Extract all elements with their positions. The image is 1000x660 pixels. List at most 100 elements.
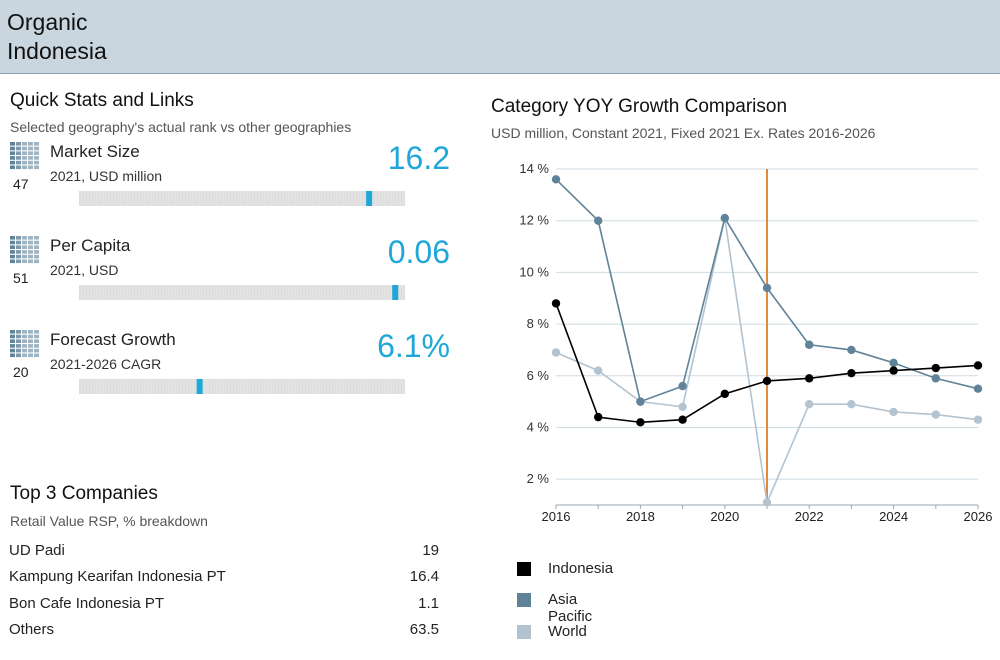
- stat-rank: 51: [13, 270, 29, 286]
- companies-title: Top 3 Companies: [10, 483, 158, 504]
- grid-cell: [16, 146, 21, 151]
- page-title-category: Organic: [7, 9, 88, 35]
- y-tick-label: 6 %: [527, 368, 550, 383]
- data-point: [847, 345, 856, 355]
- x-tick-label: 2022: [795, 509, 824, 524]
- page-header: Organic Indonesia: [0, 0, 1000, 74]
- grid-cell: [16, 156, 21, 160]
- stat-value: 16.2: [387, 140, 450, 176]
- stat-label: Forecast Growth: [50, 330, 176, 349]
- grid-cell: [22, 339, 27, 343]
- grid-cell: [22, 254, 27, 259]
- grid-cell: [22, 156, 27, 160]
- grid-cell: [34, 165, 39, 170]
- data-point: [805, 340, 814, 349]
- grid-cell: [34, 240, 39, 245]
- grid-cell: [10, 330, 15, 334]
- x-tick-label: 2024: [879, 509, 908, 524]
- data-point: [551, 175, 561, 184]
- data-point: [973, 415, 983, 424]
- grid-cell: [22, 165, 27, 170]
- stat-forecast-growth[interactable]: 20 Forecast Growth 2021-2026 CAGR 6.1%: [10, 328, 450, 410]
- data-point: [973, 361, 983, 370]
- data-point: [594, 366, 603, 375]
- grid-cell: [16, 142, 21, 146]
- x-tick-label: 2018: [626, 509, 655, 524]
- x-tick-label: 2020: [710, 509, 739, 524]
- grid-cell: [34, 151, 39, 155]
- grid-cell: [28, 146, 33, 151]
- grid-cell: [16, 240, 21, 245]
- grid-cell: [34, 259, 39, 264]
- quick-stats-subtitle: Selected geography's actual rank vs othe…: [10, 119, 352, 135]
- grid-cell: [22, 236, 27, 240]
- rank-bar-track: [79, 191, 405, 206]
- grid-cell: [10, 245, 15, 249]
- stat-label: Per Capita: [50, 236, 131, 255]
- grid-cell: [34, 254, 39, 259]
- quick-stats-title: Quick Stats and Links: [10, 90, 194, 111]
- grid-cell: [10, 240, 15, 245]
- grid-cell: [16, 165, 21, 170]
- grid-cell: [28, 236, 33, 240]
- grid-cell: [10, 151, 15, 155]
- stat-per-capita[interactable]: 51 Per Capita 2021, USD 0.06: [10, 234, 450, 316]
- rank-marker: [196, 379, 203, 394]
- grid-cell: [34, 156, 39, 160]
- stat-rank: 20: [13, 364, 29, 380]
- data-point: [594, 216, 603, 225]
- rank-marker: [392, 285, 399, 300]
- data-point: [551, 348, 561, 357]
- grid-cell: [28, 250, 33, 254]
- company-row: UD Padi 19: [9, 542, 439, 564]
- grid-cell: [28, 165, 33, 170]
- grid-cell: [28, 151, 33, 155]
- company-share: 19: [422, 542, 439, 559]
- grid-cell: [10, 156, 15, 160]
- x-tick-label: 2016: [542, 509, 571, 524]
- rank-bar: [79, 285, 405, 300]
- grid-cell: [22, 146, 27, 151]
- data-point: [720, 389, 729, 399]
- legend-label: Indonesia: [548, 560, 614, 577]
- data-point: [594, 412, 603, 422]
- y-tick-label: 12 %: [519, 213, 549, 228]
- grid-cell: [34, 330, 39, 334]
- rank-marker: [366, 191, 373, 206]
- grid-cell: [28, 353, 33, 358]
- company-name: UD Padi: [9, 542, 65, 559]
- grid-icon: [10, 330, 39, 358]
- grid-cell: [34, 339, 39, 343]
- grid-cell: [22, 348, 27, 353]
- grid-cell: [34, 344, 39, 348]
- grid-cell: [16, 245, 21, 249]
- grid-icon: [10, 236, 39, 264]
- grid-cell: [22, 344, 27, 348]
- data-point: [636, 418, 645, 427]
- y-tick-label: 8 %: [527, 316, 550, 331]
- grid-cell: [10, 339, 15, 343]
- grid-cell: [28, 330, 33, 334]
- company-name: Others: [9, 621, 55, 638]
- y-tick-label: 2 %: [527, 471, 550, 486]
- stat-rank: 47: [13, 176, 29, 192]
- grid-cell: [22, 151, 27, 155]
- company-name: Kampung Kearifan Indonesia PT: [9, 568, 226, 585]
- grid-cell: [22, 240, 27, 245]
- stat-unit: 2021, USD: [50, 262, 119, 278]
- grid-cell: [16, 250, 21, 254]
- grid-cell: [16, 334, 21, 339]
- legend-swatch: [517, 593, 531, 607]
- company-row: Kampung Kearifan Indonesia PT 16.4: [9, 568, 439, 590]
- grid-cell: [34, 160, 39, 165]
- grid-icon: [10, 142, 39, 170]
- grid-cell: [28, 334, 33, 339]
- grid-cell: [28, 156, 33, 160]
- grid-cell: [10, 250, 15, 254]
- rank-bar: [79, 191, 405, 206]
- data-point: [636, 397, 645, 406]
- data-point: [847, 368, 856, 378]
- grid-cell: [10, 353, 15, 358]
- grid-cell: [10, 259, 15, 264]
- stat-market-size[interactable]: 47 Market Size 2021, USD million 16.2: [10, 140, 450, 222]
